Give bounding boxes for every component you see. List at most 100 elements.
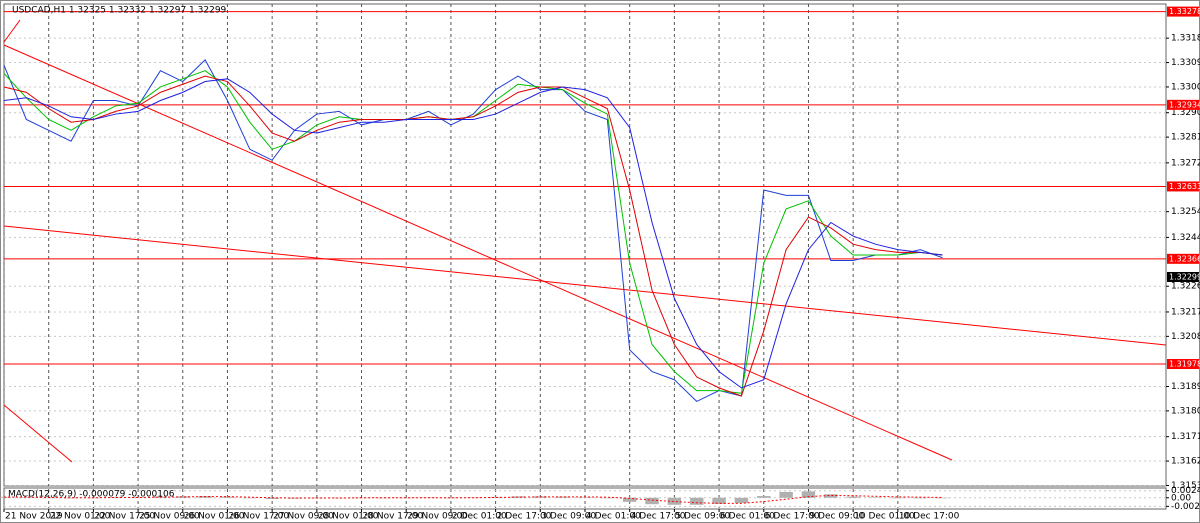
x-tick-label: 6 Dec 01:00: [720, 512, 775, 522]
y-tick-label: 1.32445: [1171, 233, 1200, 243]
histogram-bar: [913, 497, 927, 499]
y-tick-label: 1.33000: [1171, 82, 1200, 92]
histogram-bar: [667, 497, 682, 505]
histogram-bar: [555, 496, 570, 498]
macd-title: MACD(12,26,9) -0.000079 -0.000106: [8, 490, 175, 500]
histogram-bar: [220, 496, 235, 498]
y-tick-label: 1.32080: [1171, 332, 1200, 342]
histogram-bar: [488, 496, 503, 498]
histogram-bar: [176, 496, 190, 498]
trend-line: [3, 404, 73, 463]
y-tick-label: 1.32905: [1171, 108, 1200, 118]
x-tick-label: 3 Dec 09:00: [541, 512, 596, 522]
y-tick-label: 1.32540: [1171, 207, 1200, 217]
x-tick-label: 25 Nov 09:00: [139, 512, 200, 522]
x-tick-label: 26 Nov 17:00: [228, 512, 289, 522]
x-tick-label: 29 Nov 09:00: [407, 512, 468, 522]
y-tick-label: 1.31620: [1171, 457, 1200, 467]
level-label: 1.32633: [1169, 182, 1200, 191]
level-label-box: [1167, 181, 1199, 192]
price-label-box: [1167, 271, 1199, 282]
level-label: 1.31978: [1169, 360, 1200, 369]
trend-line: [3, 44, 953, 461]
histogram-bar: [600, 497, 615, 499]
x-tick-label: 21 Nov 2019: [5, 512, 63, 522]
x-tick-label: 4 Dec 01:00: [586, 512, 641, 522]
y-tick-label: 1.31895: [1171, 382, 1200, 392]
histogram-bar: [332, 497, 346, 499]
histogram-bar: [935, 497, 950, 499]
histogram-bar: [645, 497, 659, 505]
histogram-bar: [757, 496, 771, 498]
x-tick-label: 22 Nov 17:00: [94, 512, 155, 522]
x-tick-label: 2 Dec 17:00: [497, 512, 552, 522]
y-tick-label: 0.00: [1171, 493, 1191, 503]
histogram-bar: [377, 497, 391, 499]
histogram-bar: [846, 496, 860, 498]
x-tick-label: 28 Nov 01:00: [318, 512, 379, 522]
x-tick-label: 2 Dec 01:00: [452, 512, 507, 522]
x-tick-label: 26 Nov 01:00: [184, 512, 245, 522]
x-tick-label: 28 Nov 17:00: [363, 512, 424, 522]
histogram-bar: [19, 497, 34, 498]
y-tick-label: 1.32170: [1171, 307, 1200, 317]
histogram-bar: [578, 497, 592, 498]
histogram-bar: [131, 497, 145, 498]
x-tick-label: 10 Dec 17:00: [899, 512, 960, 522]
x-tick-label: 27 Nov 09:00: [273, 512, 334, 522]
price-label: 1.32299: [1169, 272, 1200, 281]
series-line: [3, 75, 943, 397]
y-tick-label: 1.31530: [1171, 481, 1200, 491]
histogram-bar: [444, 497, 458, 499]
x-tick-label: 10 Dec 01:00: [854, 512, 915, 522]
histogram-bar: [109, 497, 123, 498]
level-label-box: [1167, 253, 1199, 264]
series-line: [3, 59, 943, 403]
histogram-bar: [41, 497, 56, 499]
level-label-box: [1167, 6, 1199, 17]
y-tick-label: 0.00242: [1171, 486, 1200, 496]
marks: [0, 11, 1166, 505]
series-line: [3, 78, 943, 389]
histogram-bar: [868, 497, 883, 498]
histogram-bar: [690, 497, 704, 505]
x-tick-label: 9 Dec 09:00: [809, 512, 864, 522]
trend-line: [3, 19, 21, 43]
x-tick-label: 22 Nov 01:00: [50, 512, 111, 522]
y-tick-label: 1.31710: [1171, 432, 1200, 442]
series-line: [4, 494, 943, 504]
histogram-bar: [801, 491, 816, 498]
y-tick-label: -0.00294: [1171, 502, 1200, 512]
y-tick-label: 1.32720: [1171, 158, 1200, 168]
y-tick-label: 1.33090: [1171, 58, 1200, 68]
x-tick-label: 4 Dec 17:00: [631, 512, 686, 522]
y-tick-label: 1.32265: [1171, 282, 1200, 292]
histogram-bar: [891, 497, 905, 499]
histogram-bar: [712, 497, 726, 504]
y-tick-label: 1.31805: [1171, 406, 1200, 416]
level-label-box: [1167, 359, 1199, 370]
histogram-bar: [287, 497, 302, 499]
histogram-bar: [64, 497, 78, 499]
trend-lines: [3, 19, 1167, 463]
histogram-bar: [399, 497, 413, 499]
trend-line: [3, 225, 1167, 346]
histogram-bar: [824, 494, 838, 498]
level-label: 1.32366: [1169, 254, 1200, 263]
histogram-bar: [243, 497, 257, 499]
histogram-bar: [734, 497, 749, 504]
level-label-box: [1167, 99, 1199, 110]
level-label: 1.33278: [1169, 7, 1200, 16]
y-tick-label: 1.32815: [1171, 133, 1200, 143]
histogram-bar: [779, 491, 793, 498]
histogram-bar: [265, 497, 279, 499]
chart-title: USDCAD,H1 1.32325 1.32332 1.32297 1.3229…: [12, 6, 227, 16]
level-label: 1.32934: [1169, 100, 1200, 109]
histogram-bar: [622, 497, 637, 502]
x-tick-label: 5 Dec 09:00: [675, 512, 730, 522]
y-tick-label: 1.33180: [1171, 34, 1200, 44]
x-tick-label: 6 Dec 17:00: [765, 512, 820, 522]
